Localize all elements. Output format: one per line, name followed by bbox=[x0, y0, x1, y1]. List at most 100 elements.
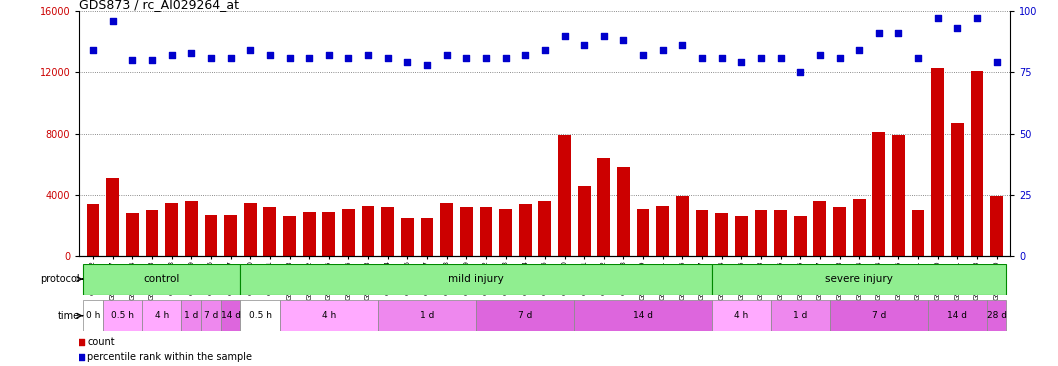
Bar bbox=[87, 204, 99, 256]
Bar bbox=[284, 216, 296, 256]
Point bbox=[791, 70, 808, 75]
Point bbox=[752, 55, 769, 60]
Bar bbox=[142, 300, 182, 331]
Text: time: time bbox=[57, 311, 79, 321]
Bar bbox=[990, 197, 1003, 256]
Bar bbox=[381, 207, 395, 256]
Point bbox=[222, 55, 239, 60]
Text: percentile rank within the sample: percentile rank within the sample bbox=[88, 352, 253, 362]
Point bbox=[929, 15, 946, 21]
Bar bbox=[712, 300, 771, 331]
Text: 7 d: 7 d bbox=[518, 311, 532, 320]
Point bbox=[733, 60, 750, 66]
Point bbox=[281, 55, 298, 60]
Point bbox=[516, 52, 533, 58]
Bar bbox=[912, 210, 925, 256]
Text: 0 h: 0 h bbox=[86, 311, 101, 320]
Text: 4 h: 4 h bbox=[734, 311, 748, 320]
Bar bbox=[712, 264, 1006, 295]
Point bbox=[183, 50, 200, 56]
Bar bbox=[107, 178, 120, 256]
Bar bbox=[323, 212, 335, 256]
Point bbox=[772, 55, 789, 60]
Bar bbox=[201, 300, 221, 331]
Point bbox=[202, 55, 219, 60]
Text: 7 d: 7 d bbox=[204, 311, 218, 320]
Point bbox=[85, 47, 102, 53]
Point bbox=[851, 47, 868, 53]
Bar bbox=[476, 300, 574, 331]
Bar bbox=[263, 207, 276, 256]
Text: 7 d: 7 d bbox=[872, 311, 886, 320]
Text: 1 d: 1 d bbox=[794, 311, 807, 320]
Point bbox=[321, 52, 338, 58]
Bar bbox=[401, 218, 414, 256]
Point bbox=[360, 52, 377, 58]
Bar bbox=[833, 207, 846, 256]
Point bbox=[576, 42, 592, 48]
Bar bbox=[774, 210, 787, 256]
Point bbox=[949, 25, 966, 31]
Bar bbox=[853, 199, 865, 256]
Point bbox=[871, 30, 888, 36]
Point bbox=[654, 47, 671, 53]
Bar bbox=[539, 201, 551, 256]
Point bbox=[635, 52, 652, 58]
Bar bbox=[479, 207, 492, 256]
Text: 28 d: 28 d bbox=[987, 311, 1006, 320]
Bar bbox=[499, 209, 512, 256]
Point bbox=[300, 55, 317, 60]
Point bbox=[105, 18, 122, 24]
Point bbox=[497, 55, 514, 60]
Bar bbox=[279, 300, 378, 331]
Bar bbox=[656, 206, 669, 256]
Text: severe injury: severe injury bbox=[825, 274, 893, 284]
Point bbox=[831, 55, 847, 60]
Text: 0.5 h: 0.5 h bbox=[111, 311, 134, 320]
Bar bbox=[146, 210, 159, 256]
Text: 0.5 h: 0.5 h bbox=[249, 311, 272, 320]
Bar bbox=[829, 300, 928, 331]
Point bbox=[438, 52, 455, 58]
Point bbox=[477, 55, 494, 60]
Point bbox=[273, 296, 290, 302]
Point bbox=[399, 60, 416, 66]
Bar bbox=[518, 204, 531, 256]
Bar bbox=[814, 201, 826, 256]
Bar bbox=[221, 300, 240, 331]
Point bbox=[261, 52, 278, 58]
Bar bbox=[617, 167, 630, 256]
Bar bbox=[951, 123, 964, 256]
Point bbox=[340, 55, 357, 60]
Point bbox=[713, 55, 730, 60]
Point bbox=[242, 47, 259, 53]
Point bbox=[163, 52, 180, 58]
Point bbox=[910, 55, 927, 60]
Bar bbox=[224, 215, 237, 256]
Bar bbox=[754, 210, 767, 256]
Bar bbox=[970, 71, 983, 256]
Bar bbox=[931, 68, 944, 256]
Bar bbox=[303, 212, 315, 256]
Point bbox=[273, 158, 290, 164]
Bar bbox=[715, 213, 728, 256]
Bar bbox=[204, 215, 217, 256]
Point bbox=[811, 52, 828, 58]
Text: 14 d: 14 d bbox=[221, 311, 240, 320]
Bar bbox=[342, 209, 354, 256]
Point bbox=[988, 60, 1005, 66]
Bar bbox=[735, 216, 748, 256]
Bar bbox=[695, 210, 709, 256]
Point bbox=[458, 55, 475, 60]
Text: 4 h: 4 h bbox=[154, 311, 169, 320]
Bar bbox=[126, 213, 139, 256]
Bar bbox=[240, 264, 712, 295]
Bar bbox=[84, 300, 103, 331]
Point bbox=[379, 55, 396, 60]
Bar bbox=[559, 135, 571, 256]
Text: control: control bbox=[144, 274, 180, 284]
Bar bbox=[421, 218, 434, 256]
Bar bbox=[771, 300, 829, 331]
Point bbox=[890, 30, 907, 36]
Point bbox=[615, 37, 632, 43]
